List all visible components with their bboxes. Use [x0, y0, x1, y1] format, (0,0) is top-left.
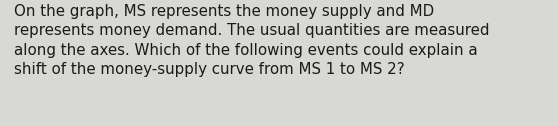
Text: On the graph, MS represents the money supply and MD
represents money demand. The: On the graph, MS represents the money su… — [14, 4, 489, 77]
